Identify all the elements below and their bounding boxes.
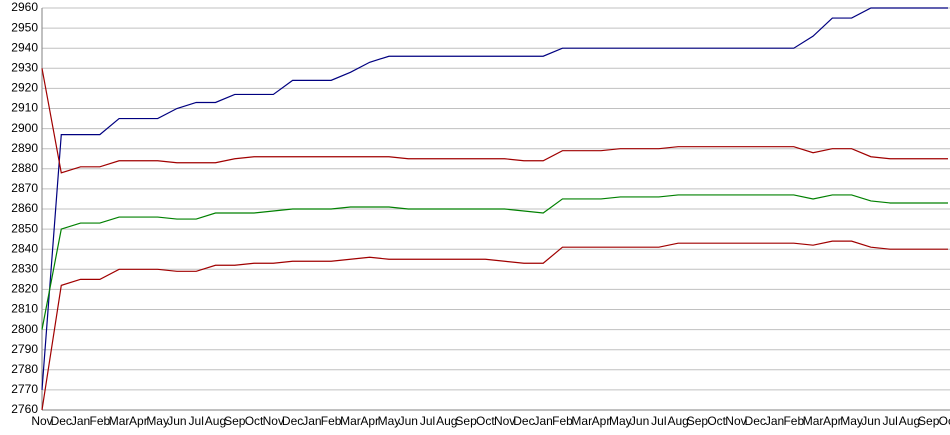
x-tick-label: Sep xyxy=(224,414,246,428)
x-tick-label: Jul xyxy=(882,414,897,428)
x-tick-label: Feb xyxy=(552,414,573,428)
x-tick-label: May xyxy=(609,414,632,428)
x-tick-label: Jan xyxy=(71,414,90,428)
series-line xyxy=(41,68,948,174)
x-tick-label: Mar xyxy=(803,414,824,428)
x-tick-label: Nov xyxy=(31,414,52,428)
series-line xyxy=(41,240,948,411)
x-tick-label: Aug xyxy=(205,414,226,428)
y-tick-label: 2770 xyxy=(11,382,38,396)
x-tick-label: Feb xyxy=(89,414,110,428)
x-tick-label: Mar xyxy=(109,414,130,428)
x-tick-label: May xyxy=(378,414,401,428)
x-tick-label: Feb xyxy=(783,414,804,428)
y-tick-label: 2900 xyxy=(11,121,38,135)
x-tick-label: Sep xyxy=(687,414,709,428)
y-tick-label: 2960 xyxy=(11,0,38,14)
y-tick-label: 2800 xyxy=(11,322,38,336)
x-tick-label: Jan xyxy=(534,414,553,428)
x-tick-label: Jul xyxy=(651,414,666,428)
x-tick-label: Jul xyxy=(420,414,435,428)
series-line xyxy=(41,194,948,330)
y-tick-label: 2790 xyxy=(11,342,38,356)
x-tick-label: Jun xyxy=(167,414,186,428)
y-tick-label: 2840 xyxy=(11,241,38,255)
y-tick-label: 2940 xyxy=(11,40,38,54)
y-tick-label: 2930 xyxy=(11,60,38,74)
x-tick-label: Nov xyxy=(494,414,515,428)
x-tick-label: Jan xyxy=(765,414,784,428)
x-tick-label: Jun xyxy=(399,414,418,428)
y-tick-label: 2780 xyxy=(11,362,38,376)
x-tick-label: Oct xyxy=(476,414,495,428)
x-tick-label: Jan xyxy=(302,414,321,428)
y-tick-label: 2870 xyxy=(11,181,38,195)
x-tick-label: Sep xyxy=(455,414,477,428)
x-tick-label: Aug xyxy=(899,414,920,428)
x-tick-label: Apr xyxy=(592,414,611,428)
x-tick-label: May xyxy=(146,414,169,428)
y-tick-label: 2820 xyxy=(11,282,38,296)
x-tick-label: Dec xyxy=(51,414,72,428)
y-tick-label: 2760 xyxy=(11,402,38,416)
x-tick-label: Jun xyxy=(630,414,649,428)
y-tick-label: 2950 xyxy=(11,20,38,34)
x-tick-label: Nov xyxy=(725,414,746,428)
x-tick-label: May xyxy=(840,414,863,428)
x-tick-label: Feb xyxy=(321,414,342,428)
x-tick-label: Apr xyxy=(823,414,842,428)
y-tick-label: 2880 xyxy=(11,161,38,175)
x-tick-label: Apr xyxy=(360,414,379,428)
x-tick-label: Mar xyxy=(340,414,361,428)
x-tick-label: Aug xyxy=(667,414,688,428)
x-tick-label: Oct xyxy=(245,414,264,428)
series-line xyxy=(41,7,948,390)
x-tick-label: Mar xyxy=(571,414,592,428)
x-tick-label: Sep xyxy=(918,414,940,428)
y-tick-label: 2860 xyxy=(11,201,38,215)
x-tick-label: Jun xyxy=(861,414,880,428)
x-tick-label: Dec xyxy=(282,414,303,428)
x-tick-label: Dec xyxy=(745,414,766,428)
x-tick-label: Apr xyxy=(129,414,148,428)
x-tick-label: Jul xyxy=(189,414,204,428)
x-tick-label: Oct xyxy=(939,414,950,428)
y-tick-label: 2830 xyxy=(11,261,38,275)
x-tick-label: Nov xyxy=(263,414,284,428)
x-tick-label: Dec xyxy=(513,414,534,428)
x-tick-label: Oct xyxy=(707,414,726,428)
y-tick-label: 2890 xyxy=(11,141,38,155)
y-tick-label: 2810 xyxy=(11,302,38,316)
y-tick-label: 2910 xyxy=(11,101,38,115)
y-tick-label: 2920 xyxy=(11,81,38,95)
x-tick-label: Aug xyxy=(436,414,457,428)
y-tick-label: 2850 xyxy=(11,221,38,235)
